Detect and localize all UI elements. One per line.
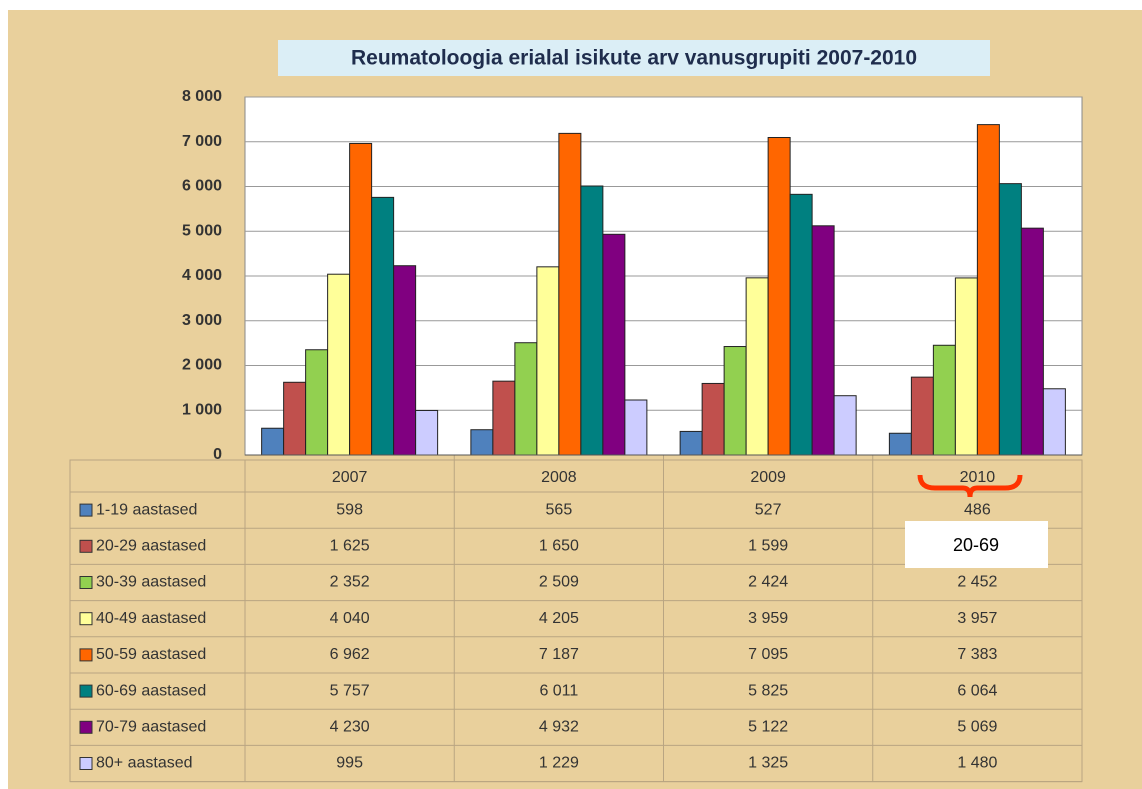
table-cell: 598 bbox=[336, 501, 363, 518]
annotation-box bbox=[905, 521, 1048, 568]
table-cell: 5 757 bbox=[330, 682, 370, 699]
table-cell: 6 962 bbox=[330, 646, 370, 663]
table-cell: 7 095 bbox=[748, 646, 788, 663]
title-box bbox=[278, 40, 990, 76]
bar bbox=[679, 430, 703, 456]
legend-label: 70-79 aastased bbox=[96, 719, 206, 736]
y-tick-label: 8 000 bbox=[182, 88, 222, 105]
bar bbox=[536, 266, 560, 456]
table-cell: 1 625 bbox=[330, 538, 370, 555]
table-cell: 2 452 bbox=[957, 574, 997, 591]
bar bbox=[833, 395, 857, 456]
x-tick-label: 2008 bbox=[541, 469, 577, 486]
legend-label: 50-59 aastased bbox=[96, 646, 206, 663]
bar bbox=[998, 183, 1022, 456]
legend-swatch bbox=[79, 684, 93, 698]
legend-swatch bbox=[79, 757, 93, 770]
legend-swatch bbox=[79, 576, 93, 589]
legend-swatch bbox=[79, 720, 93, 734]
table-cell: 4 230 bbox=[330, 719, 370, 736]
legend-label: 1-19 aastased bbox=[96, 501, 197, 518]
table-cell: 7 187 bbox=[539, 646, 579, 663]
table-cell: 527 bbox=[755, 501, 782, 518]
bar bbox=[393, 265, 417, 456]
y-tick-label: 2 000 bbox=[182, 357, 222, 374]
table-cell: 1 480 bbox=[957, 755, 997, 772]
bar bbox=[976, 124, 1000, 456]
y-tick-label: 4 000 bbox=[182, 267, 222, 284]
bar bbox=[701, 382, 725, 456]
table-cell: 2 352 bbox=[330, 574, 370, 591]
bar bbox=[558, 132, 582, 456]
legend-swatch bbox=[79, 612, 93, 626]
bar bbox=[514, 342, 538, 456]
table-cell: 6 064 bbox=[957, 682, 997, 699]
table-cell: 486 bbox=[964, 501, 991, 518]
legend-label: 30-39 aastased bbox=[96, 574, 206, 591]
bar bbox=[767, 136, 791, 456]
bar bbox=[283, 381, 307, 456]
table-cell: 5 069 bbox=[957, 719, 997, 736]
table-cell: 2 424 bbox=[748, 574, 788, 591]
table-cell: 1 599 bbox=[748, 538, 788, 555]
y-tick-label: 6 000 bbox=[182, 178, 222, 195]
legend-swatch bbox=[79, 648, 93, 662]
table-cell: 4 205 bbox=[539, 610, 579, 627]
bar bbox=[305, 349, 329, 456]
table-cell: 1 650 bbox=[539, 538, 579, 555]
brace bbox=[917, 474, 1023, 498]
bar bbox=[910, 376, 934, 456]
legend-label: 80+ aastased bbox=[96, 755, 193, 772]
bar bbox=[745, 277, 769, 456]
table-cell: 5 825 bbox=[748, 682, 788, 699]
bar bbox=[723, 346, 747, 456]
table-cell: 6 011 bbox=[539, 682, 578, 699]
bar bbox=[349, 142, 373, 456]
legend-label: 60-69 aastased bbox=[96, 682, 206, 699]
annotation: 20-69 bbox=[953, 535, 999, 555]
legend-swatch bbox=[79, 539, 93, 553]
bar bbox=[624, 399, 648, 456]
legend-label: 20-29 aastased bbox=[96, 538, 206, 555]
bar bbox=[492, 380, 516, 456]
table-cell: 4 932 bbox=[539, 719, 579, 736]
bar bbox=[1020, 227, 1044, 456]
bar bbox=[811, 225, 835, 456]
table-cell: 3 957 bbox=[957, 610, 997, 627]
y-tick-label: 0 bbox=[213, 446, 222, 463]
y-tick-label: 3 000 bbox=[182, 312, 222, 329]
table-cell: 1 325 bbox=[748, 755, 788, 772]
bar bbox=[327, 273, 351, 456]
table-cell: 1 229 bbox=[539, 755, 579, 772]
bar bbox=[954, 277, 978, 456]
bar bbox=[932, 344, 956, 456]
table-cell: 2 509 bbox=[539, 574, 579, 591]
table-cell: 5 122 bbox=[748, 719, 788, 736]
y-tick-label: 5 000 bbox=[182, 222, 222, 239]
bar bbox=[602, 233, 626, 456]
bar bbox=[261, 427, 285, 456]
x-tick-label: 2009 bbox=[750, 469, 786, 486]
bar bbox=[415, 409, 439, 456]
bar bbox=[789, 193, 813, 456]
bar bbox=[1042, 388, 1066, 456]
x-tick-label: 2007 bbox=[332, 469, 368, 486]
legend-label: 40-49 aastased bbox=[96, 610, 206, 627]
table-cell: 565 bbox=[546, 501, 573, 518]
table-cell: 7 383 bbox=[957, 646, 997, 663]
table-cell: 995 bbox=[336, 755, 363, 772]
legend-swatch bbox=[79, 503, 93, 517]
bar bbox=[371, 196, 395, 456]
table-cell: 4 040 bbox=[330, 610, 370, 627]
bar bbox=[888, 432, 912, 456]
chart-title: Reumatoloogia erialal isikute arv vanusg… bbox=[351, 47, 917, 70]
x-tick-label: 2010 bbox=[960, 469, 996, 486]
y-tick-label: 1 000 bbox=[182, 401, 222, 418]
y-tick-label: 7 000 bbox=[182, 133, 222, 150]
table-cell: 3 959 bbox=[748, 610, 788, 627]
bar bbox=[580, 185, 604, 456]
bar bbox=[470, 429, 494, 456]
